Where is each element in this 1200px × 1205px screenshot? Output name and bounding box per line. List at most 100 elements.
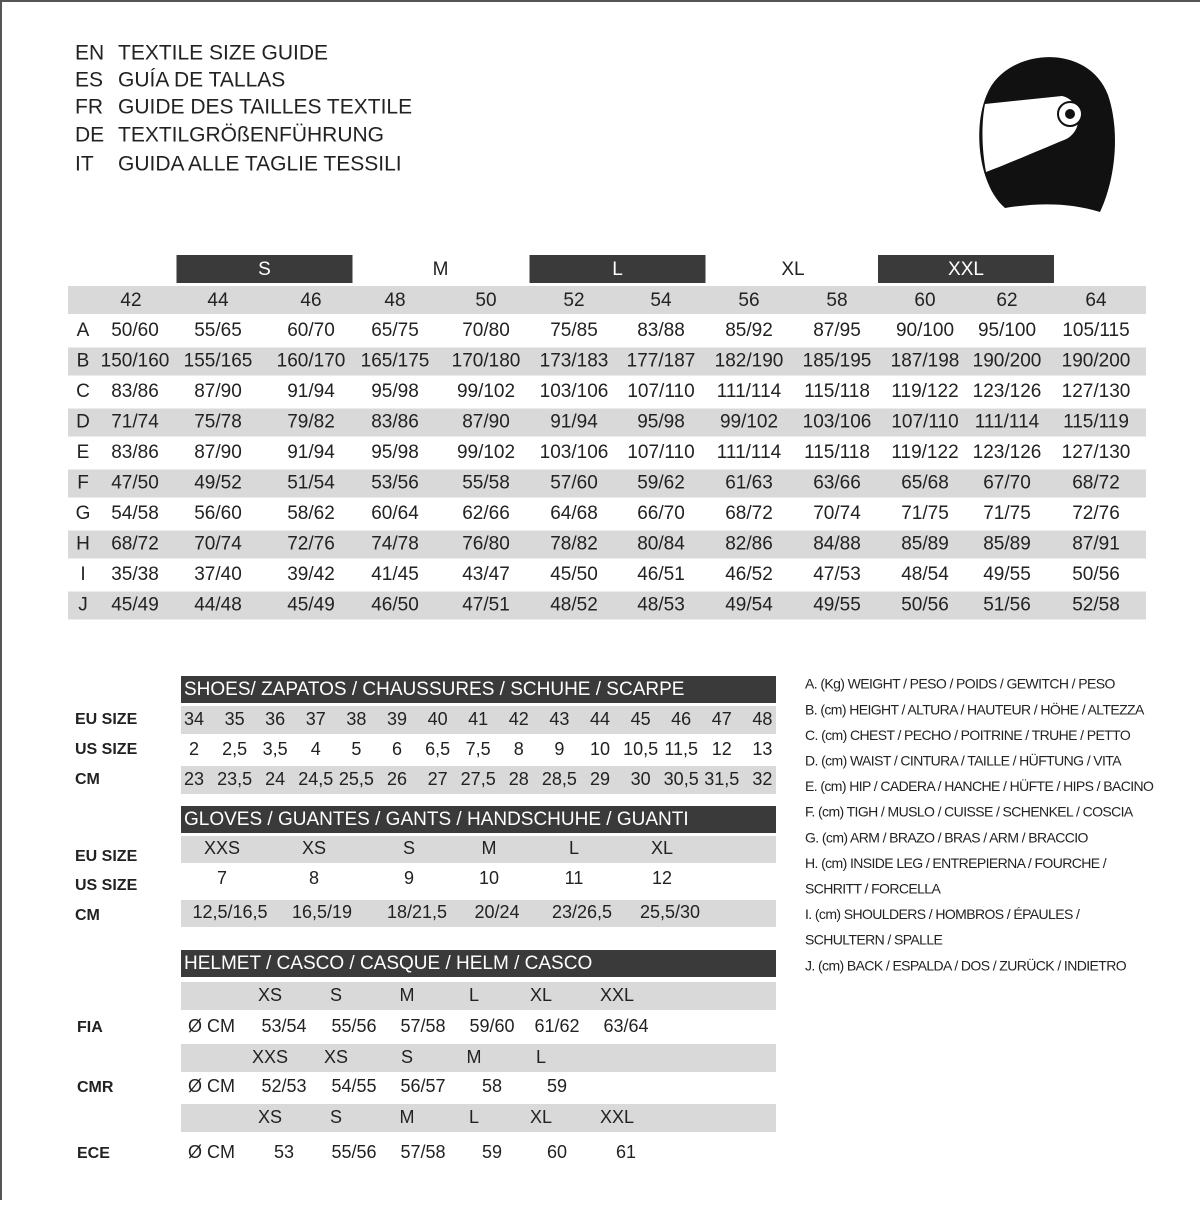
measurement: 173/183 [540,351,609,372]
head-circumference: 53 [274,1142,294,1162]
legend-line: D. (cm) WAIST / CINTURA / TAILLE / HÜFTU… [805,752,1122,769]
language-code: IT [75,153,94,176]
shoe-size: 6 [392,739,402,759]
helmet-size: XS [258,985,282,1005]
glove-size: XXS [204,838,240,858]
measurement: 61/63 [725,473,773,494]
shoe-size: 40 [428,709,448,729]
row-label: ECE [77,1145,110,1162]
legend-line: SCHULTERN / SPALLE [805,932,943,948]
helmet-size: XL [530,985,552,1005]
measurement: 103/106 [803,412,872,433]
measurement: 67/70 [983,473,1031,494]
row-stripe [181,1044,776,1072]
legend-line: C. (cm) CHEST / PECHO / POITRINE / TRUHE… [805,727,1131,743]
measurement: 50/56 [901,595,949,616]
measurement: 54/58 [111,503,159,524]
row-stripe [181,900,776,927]
measurement: 127/130 [1062,381,1131,402]
section-bar [181,676,776,703]
row-label: FIA [77,1019,103,1036]
helmet-size: M [400,985,415,1005]
measurement: 190/200 [973,351,1042,372]
measurement: 95/98 [637,412,685,433]
measurement: 83/86 [111,381,159,402]
shoe-size: 11,5 [664,739,698,759]
head-circumference: 63/64 [603,1016,648,1036]
head-circumference: 59 [482,1142,502,1162]
head-circumference: 52/53 [261,1076,306,1096]
row-stripe [68,591,1146,620]
row-label: CM [75,907,100,924]
head-circumference: 58 [482,1076,502,1096]
row-label: A [77,320,90,341]
unit: Ø CM [188,1016,235,1036]
measurement: 119/122 [891,381,958,402]
row-label: EU SIZE [75,711,138,728]
measurement: 85/92 [725,320,773,341]
measurement: 177/187 [627,351,696,372]
measurement: 83/86 [371,412,419,433]
size-group-bar [878,255,1054,283]
measurement: 43/47 [462,564,510,585]
measurement: 44/48 [194,595,242,616]
row-label: J [78,595,88,616]
shoe-size: 26 [387,769,407,789]
measurement: 123/126 [973,381,1042,402]
measurement: 46/52 [725,564,773,585]
measurement: 150/160 [101,351,170,372]
shoe-size: 47 [712,709,732,729]
measurement: 84/88 [813,534,861,555]
shoe-size: 23,5 [217,769,252,789]
measurement: 85/89 [901,534,949,555]
measurement: 78/82 [550,534,598,555]
guide-title: GUIDE DES TAILLES TEXTILE [118,96,412,119]
measurement: 55/65 [194,320,242,341]
size-number: 62 [996,290,1017,311]
measurement: 190/200 [1062,351,1131,372]
head-circumference: 56/57 [400,1076,445,1096]
row-label: CMR [77,1079,114,1096]
measurement: 53/56 [371,473,419,494]
language-code: DE [75,124,104,147]
shoe-size: 35 [225,709,245,729]
guide-title: TEXTILGRÖßENFÜHRUNG [118,124,384,147]
measurement: 83/88 [637,320,685,341]
shoe-size: 7,5 [466,739,491,759]
size-number: 42 [120,290,141,311]
glove-size: 8 [309,868,319,888]
section-title: SHOES/ ZAPATOS / CHAUSSURES / SCHUHE / S… [184,679,684,700]
shoe-size: 24 [265,769,285,789]
helmet-size: XXL [600,985,634,1005]
measurement: 65/75 [371,320,419,341]
glove-size: XS [302,838,326,858]
measurement: 99/102 [457,381,515,402]
glove-size: 7 [217,868,227,888]
section-bar [181,950,776,977]
language-code: FR [75,96,103,119]
head-circumference: 55/56 [331,1016,376,1036]
shoe-size: 28 [509,769,529,789]
measurement: 59/62 [637,473,685,494]
size-number: 60 [914,290,935,311]
measurement: 91/94 [287,442,335,463]
helmet-size: L [469,985,479,1005]
measurement: 35/38 [111,564,159,585]
size-number: 46 [300,290,321,311]
measurement: 62/66 [462,503,510,524]
measurement: 80/84 [637,534,685,555]
shoe-size: 39 [387,709,407,729]
measurement: 111/114 [717,381,782,402]
glove-size: 12,5/16,5 [192,902,267,922]
head-circumference: 59/60 [469,1016,514,1036]
row-label: G [76,503,91,524]
measurement: 65/68 [901,473,949,494]
shoe-size: 6,5 [425,739,450,759]
measurement: 115/118 [804,381,870,402]
head-circumference: 59 [547,1076,567,1096]
helmet-size: S [330,1107,342,1127]
shoe-size: 32 [752,769,772,789]
row-label: C [76,381,90,402]
measurement: 99/102 [457,442,515,463]
row-label: EU SIZE [75,848,138,865]
